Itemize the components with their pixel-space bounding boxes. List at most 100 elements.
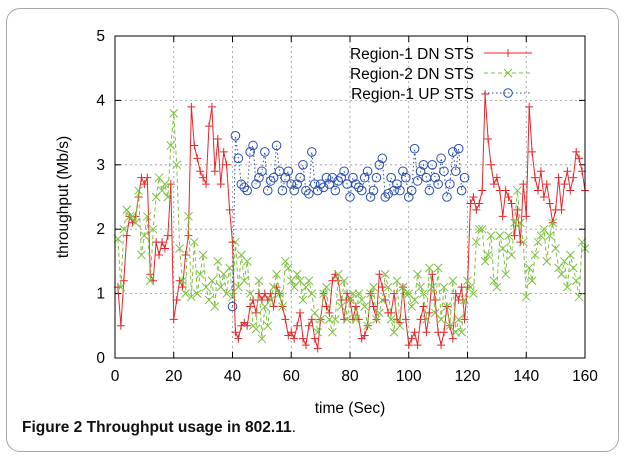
data-point [542, 257, 552, 266]
data-point [409, 143, 420, 154]
data-point [377, 295, 387, 305]
data-point [436, 315, 446, 324]
data-point [466, 282, 475, 292]
data-point [374, 160, 385, 170]
data-point [239, 182, 250, 193]
data-point [137, 250, 146, 260]
data-point [269, 302, 278, 311]
data-point [563, 282, 572, 292]
data-point [436, 153, 446, 164]
data-point [228, 292, 237, 302]
data-point [295, 172, 305, 183]
data-point [307, 315, 316, 324]
data-point [375, 270, 384, 279]
data-point [304, 188, 314, 199]
data-point [365, 192, 376, 202]
data-point [251, 179, 261, 189]
data-point [265, 176, 276, 186]
data-point [459, 172, 470, 183]
data-point [513, 186, 522, 195]
data-point [333, 176, 344, 186]
data-point [518, 237, 528, 247]
data-point [280, 172, 291, 183]
legend-label: Region-1 UP STS [351, 86, 474, 103]
data-point [202, 180, 211, 189]
data-point [528, 147, 537, 156]
data-point [424, 185, 435, 196]
data-point [189, 237, 199, 247]
data-point [328, 327, 337, 337]
data-point [401, 315, 410, 324]
data-point [489, 276, 499, 286]
data-point [383, 188, 393, 199]
data-point [184, 211, 193, 221]
data-point [437, 341, 446, 350]
data-point [521, 292, 531, 302]
data-point [210, 302, 220, 311]
data-point [448, 147, 458, 157]
data-point [299, 334, 307, 343]
data-point [442, 302, 452, 311]
data-point [571, 276, 581, 286]
data-point [545, 199, 554, 208]
data-point [319, 289, 328, 298]
data-point [563, 167, 572, 176]
data-point [140, 180, 149, 189]
x-tick-label: 20 [165, 368, 183, 385]
data-point [184, 231, 193, 240]
data-point [178, 276, 187, 286]
data-point [236, 179, 247, 189]
data-point [342, 315, 352, 324]
data-point [416, 315, 425, 324]
data-point [386, 172, 396, 183]
data-point [187, 292, 196, 302]
data-point [190, 141, 199, 150]
figure-frame [6, 8, 619, 452]
legend: Region-1 DN STS Region-2 DN STS Region-1 U… [350, 46, 532, 103]
data-point [169, 315, 178, 324]
data-point [422, 328, 431, 337]
data-point [413, 269, 422, 279]
data-point [131, 218, 140, 228]
data-point [484, 135, 493, 144]
data-point [565, 250, 575, 260]
data-point [292, 269, 302, 279]
data-point [134, 186, 143, 195]
data-point [227, 301, 238, 312]
data-point [477, 224, 487, 234]
data-point [275, 289, 284, 298]
data-point [395, 185, 405, 196]
data-point [448, 334, 457, 343]
data-point [469, 193, 478, 201]
data-point [359, 172, 370, 183]
data-point [339, 166, 349, 177]
data-point [380, 192, 391, 202]
x-tick-label: 80 [341, 368, 359, 385]
data-point [196, 167, 205, 176]
x-tick-label: 140 [513, 368, 539, 385]
data-point [375, 308, 384, 318]
data-point [362, 166, 373, 177]
data-point [456, 185, 467, 196]
data-point [398, 166, 408, 177]
data-point [539, 193, 548, 201]
data-point [501, 269, 511, 279]
data-point [360, 331, 369, 340]
data-point [231, 328, 240, 337]
data-point [489, 180, 498, 189]
data-point [205, 122, 213, 131]
data-point [330, 315, 340, 324]
data-point [478, 186, 487, 195]
data-point [460, 295, 469, 305]
series-line [117, 113, 586, 339]
data-point [495, 231, 505, 240]
data-point [225, 205, 234, 214]
data-point [175, 244, 184, 253]
data-point [216, 180, 225, 189]
data-point [466, 199, 475, 208]
data-point [336, 172, 346, 183]
data-point [245, 289, 255, 298]
data-point [213, 135, 222, 144]
data-point [492, 282, 502, 292]
data-point [172, 160, 182, 170]
